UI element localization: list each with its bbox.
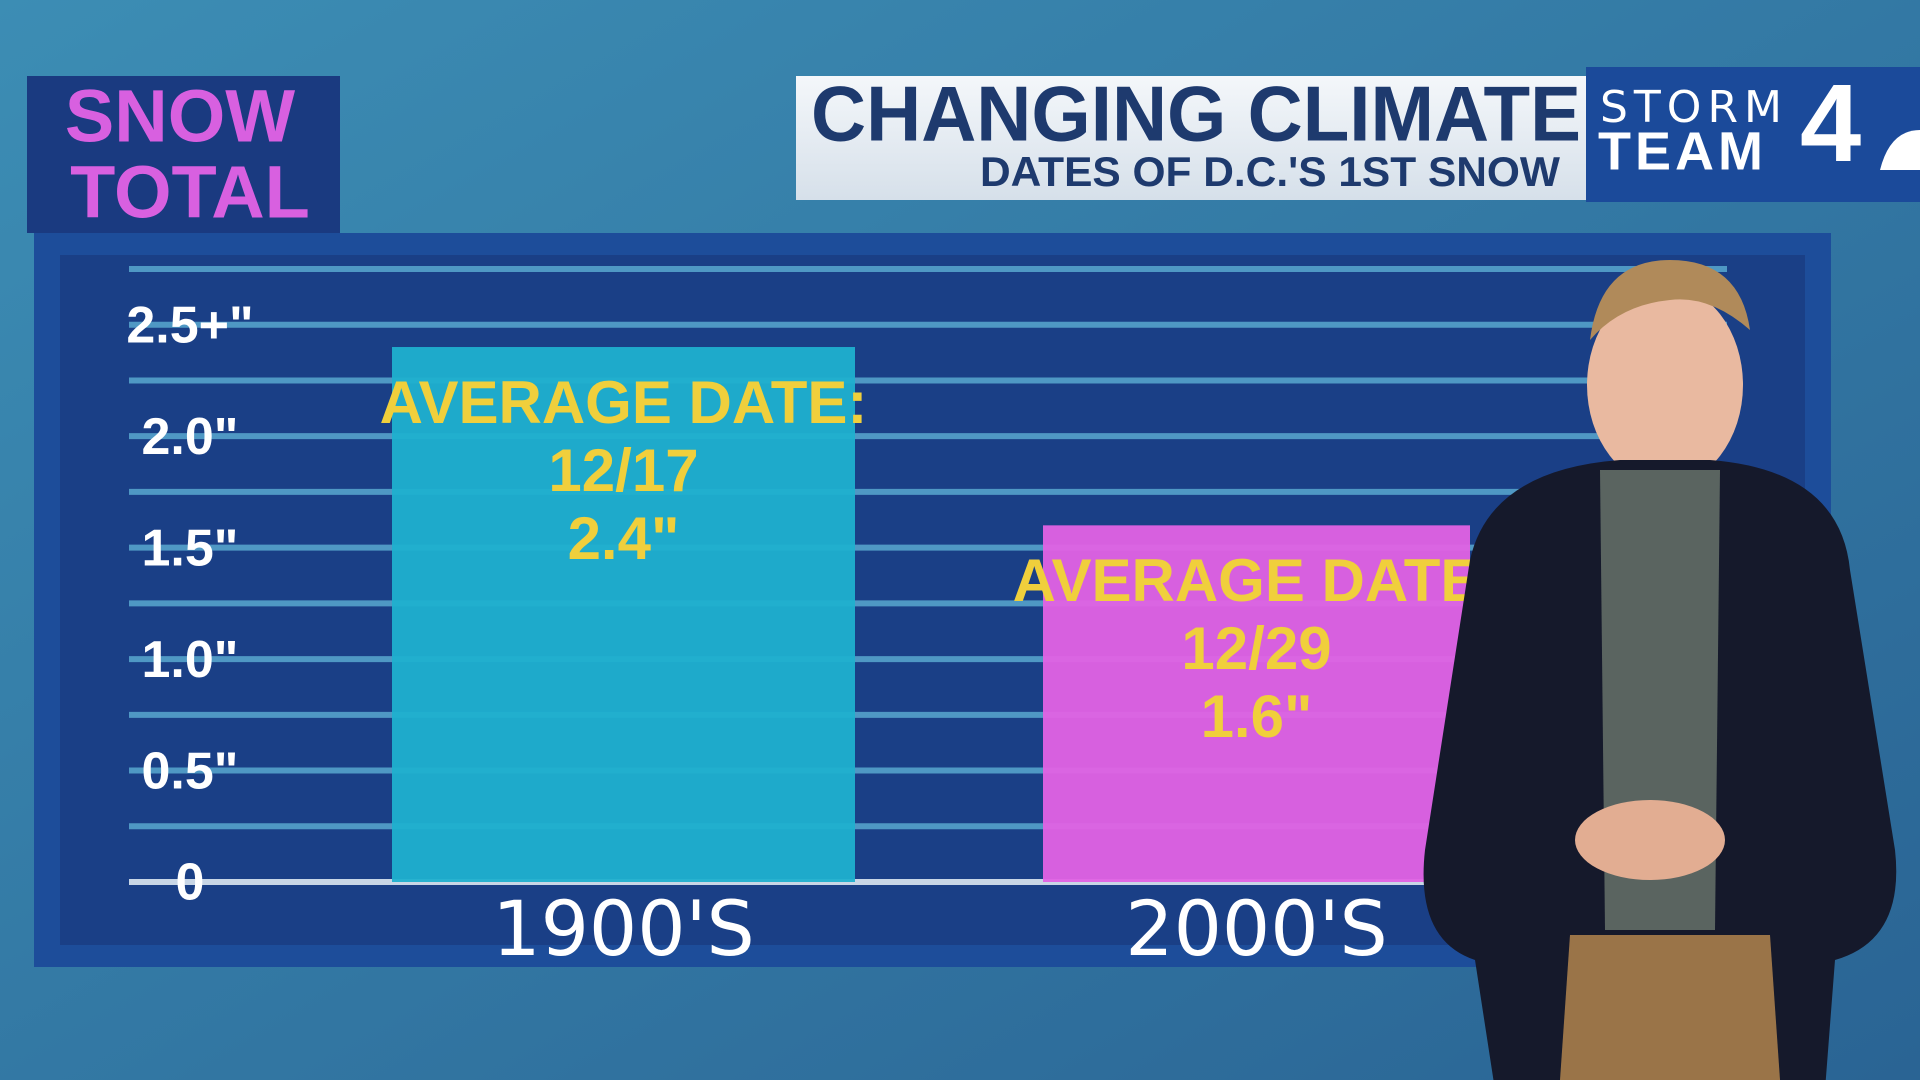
y-label-box [27, 76, 340, 233]
x-tick-label: 2000'S [1125, 884, 1388, 973]
bar-heading: AVERAGE DATE: [380, 369, 868, 436]
chart-title: CHANGING CLIMATE [811, 70, 1581, 158]
title-banner [796, 76, 1586, 200]
brand-text: STORM [1600, 82, 1788, 133]
y-tick-label: 0.5" [142, 742, 239, 800]
brand-text: TEAM [1598, 121, 1767, 181]
presenter [1423, 260, 1897, 1080]
y-tick-label: 2.5+" [126, 296, 253, 354]
chart-subtitle: DATES OF D.C.'S 1ST SNOW [980, 148, 1560, 195]
value-label: 1.6" [1201, 683, 1313, 750]
y-tick-label: 1.0" [142, 631, 239, 689]
presenter-head [1587, 285, 1743, 485]
bar [1043, 525, 1470, 882]
presenter-trousers [1560, 935, 1780, 1080]
y-tick-label: 0 [176, 854, 205, 912]
logo-box [1586, 67, 1920, 202]
y-tick-label: 1.5" [142, 519, 239, 577]
brand-number: 4 [1800, 62, 1861, 185]
value-label: 2.4" [568, 505, 680, 572]
y-axis-label: SNOW [65, 75, 295, 158]
peacock-logo [1880, 130, 1920, 170]
bar [392, 347, 855, 882]
x-tick-label: 1900'S [492, 884, 755, 973]
bar-heading: AVERAGE DATE: [1013, 547, 1501, 614]
y-tick-label: 2.0" [142, 408, 239, 466]
presenter-hair [1590, 260, 1750, 340]
presenter-hands [1575, 800, 1725, 880]
date-label: 12/17 [548, 437, 698, 504]
y-axis-label: TOTAL [70, 151, 310, 234]
chart: 00.5"1.0"1.5"2.0"2.5+"AVERAGE DATE:12/17… [126, 266, 1727, 973]
date-label: 12/29 [1181, 615, 1331, 682]
